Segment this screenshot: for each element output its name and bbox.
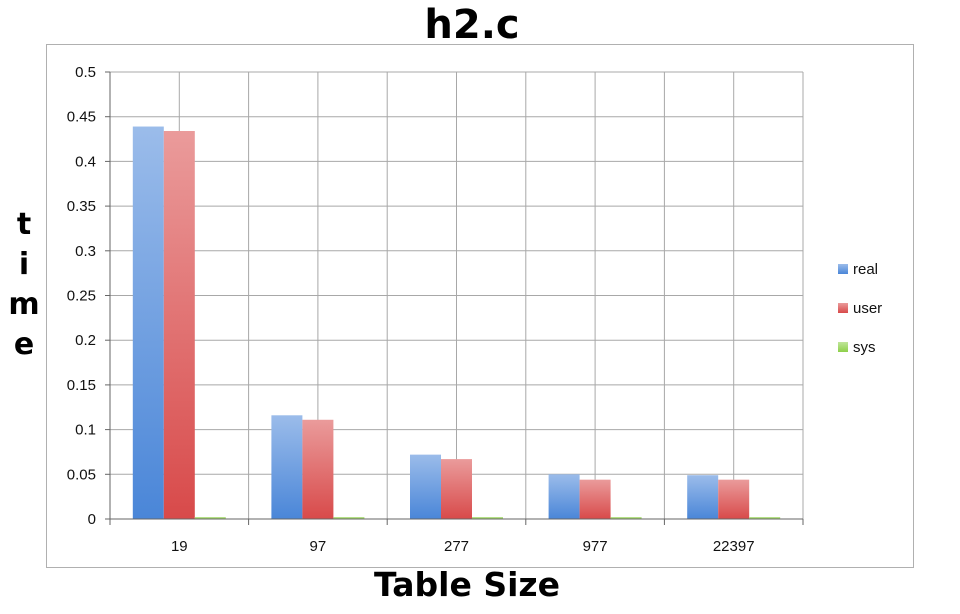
y-tick-label: 0.5: [75, 64, 96, 81]
y-tick-label: 0.2: [75, 332, 96, 349]
legend: real user sys: [838, 261, 882, 356]
bar-user-977: [579, 479, 611, 519]
bar-real-19: [132, 126, 164, 519]
bar-user-19: [163, 131, 195, 519]
grid-lines: [109, 71, 804, 520]
bar-real-97: [271, 415, 303, 519]
bar-sys-97: [333, 517, 365, 519]
y-tick-label: 0.15: [67, 377, 96, 394]
bar-sys-277: [472, 517, 503, 519]
y-tick-label: 0.3: [75, 243, 96, 260]
y-tick-label: 0.25: [67, 288, 96, 305]
axes: [105, 71, 804, 525]
bar-sys-22397: [749, 517, 781, 519]
y-tick-label: 0.1: [75, 422, 96, 439]
bar-real-22397: [687, 475, 719, 519]
x-tick-label: 97: [310, 538, 327, 555]
y-axis-label-letter: t: [16, 207, 32, 242]
legend-swatch-user: [838, 303, 848, 313]
legend-label-real: real: [853, 261, 878, 278]
legend-swatch-sys: [838, 342, 848, 352]
bar-sys-19: [194, 517, 226, 519]
tick-labels: 0 0.05 0.1 0.15 0.2 0.25 0.3 0.35 0.4 0.45 0.5 19 97…: [67, 64, 755, 555]
y-tick-label: 0.4: [75, 153, 96, 170]
y-tick-label: 0.35: [67, 198, 96, 215]
x-tick-label: 277: [444, 538, 469, 555]
x-tick-label: 19: [171, 538, 188, 555]
bar-user-97: [302, 419, 334, 519]
y-axis-label-letter: m: [8, 287, 40, 322]
bar-real-977: [548, 474, 580, 519]
y-axis-label-letter: e: [13, 327, 35, 362]
bar-sys-977: [610, 517, 642, 519]
legend-swatch-real: [838, 264, 848, 274]
y-tick-label: 0.45: [67, 109, 96, 126]
legend-label-user: user: [853, 300, 882, 317]
bar-user-277: [441, 459, 472, 519]
y-axis-label-letter: i: [18, 247, 30, 282]
x-tick-label: 977: [583, 538, 608, 555]
y-tick-label: 0: [88, 511, 96, 528]
chart-title: h2.c: [424, 2, 520, 48]
bar-user-22397: [718, 479, 750, 519]
y-tick-label: 0.05: [67, 466, 96, 483]
legend-label-sys: sys: [853, 339, 876, 356]
bars: [132, 126, 781, 519]
x-tick-label: 22397: [713, 538, 755, 555]
bar-real-277: [410, 454, 441, 519]
x-axis-label: Table Size: [374, 565, 560, 604]
